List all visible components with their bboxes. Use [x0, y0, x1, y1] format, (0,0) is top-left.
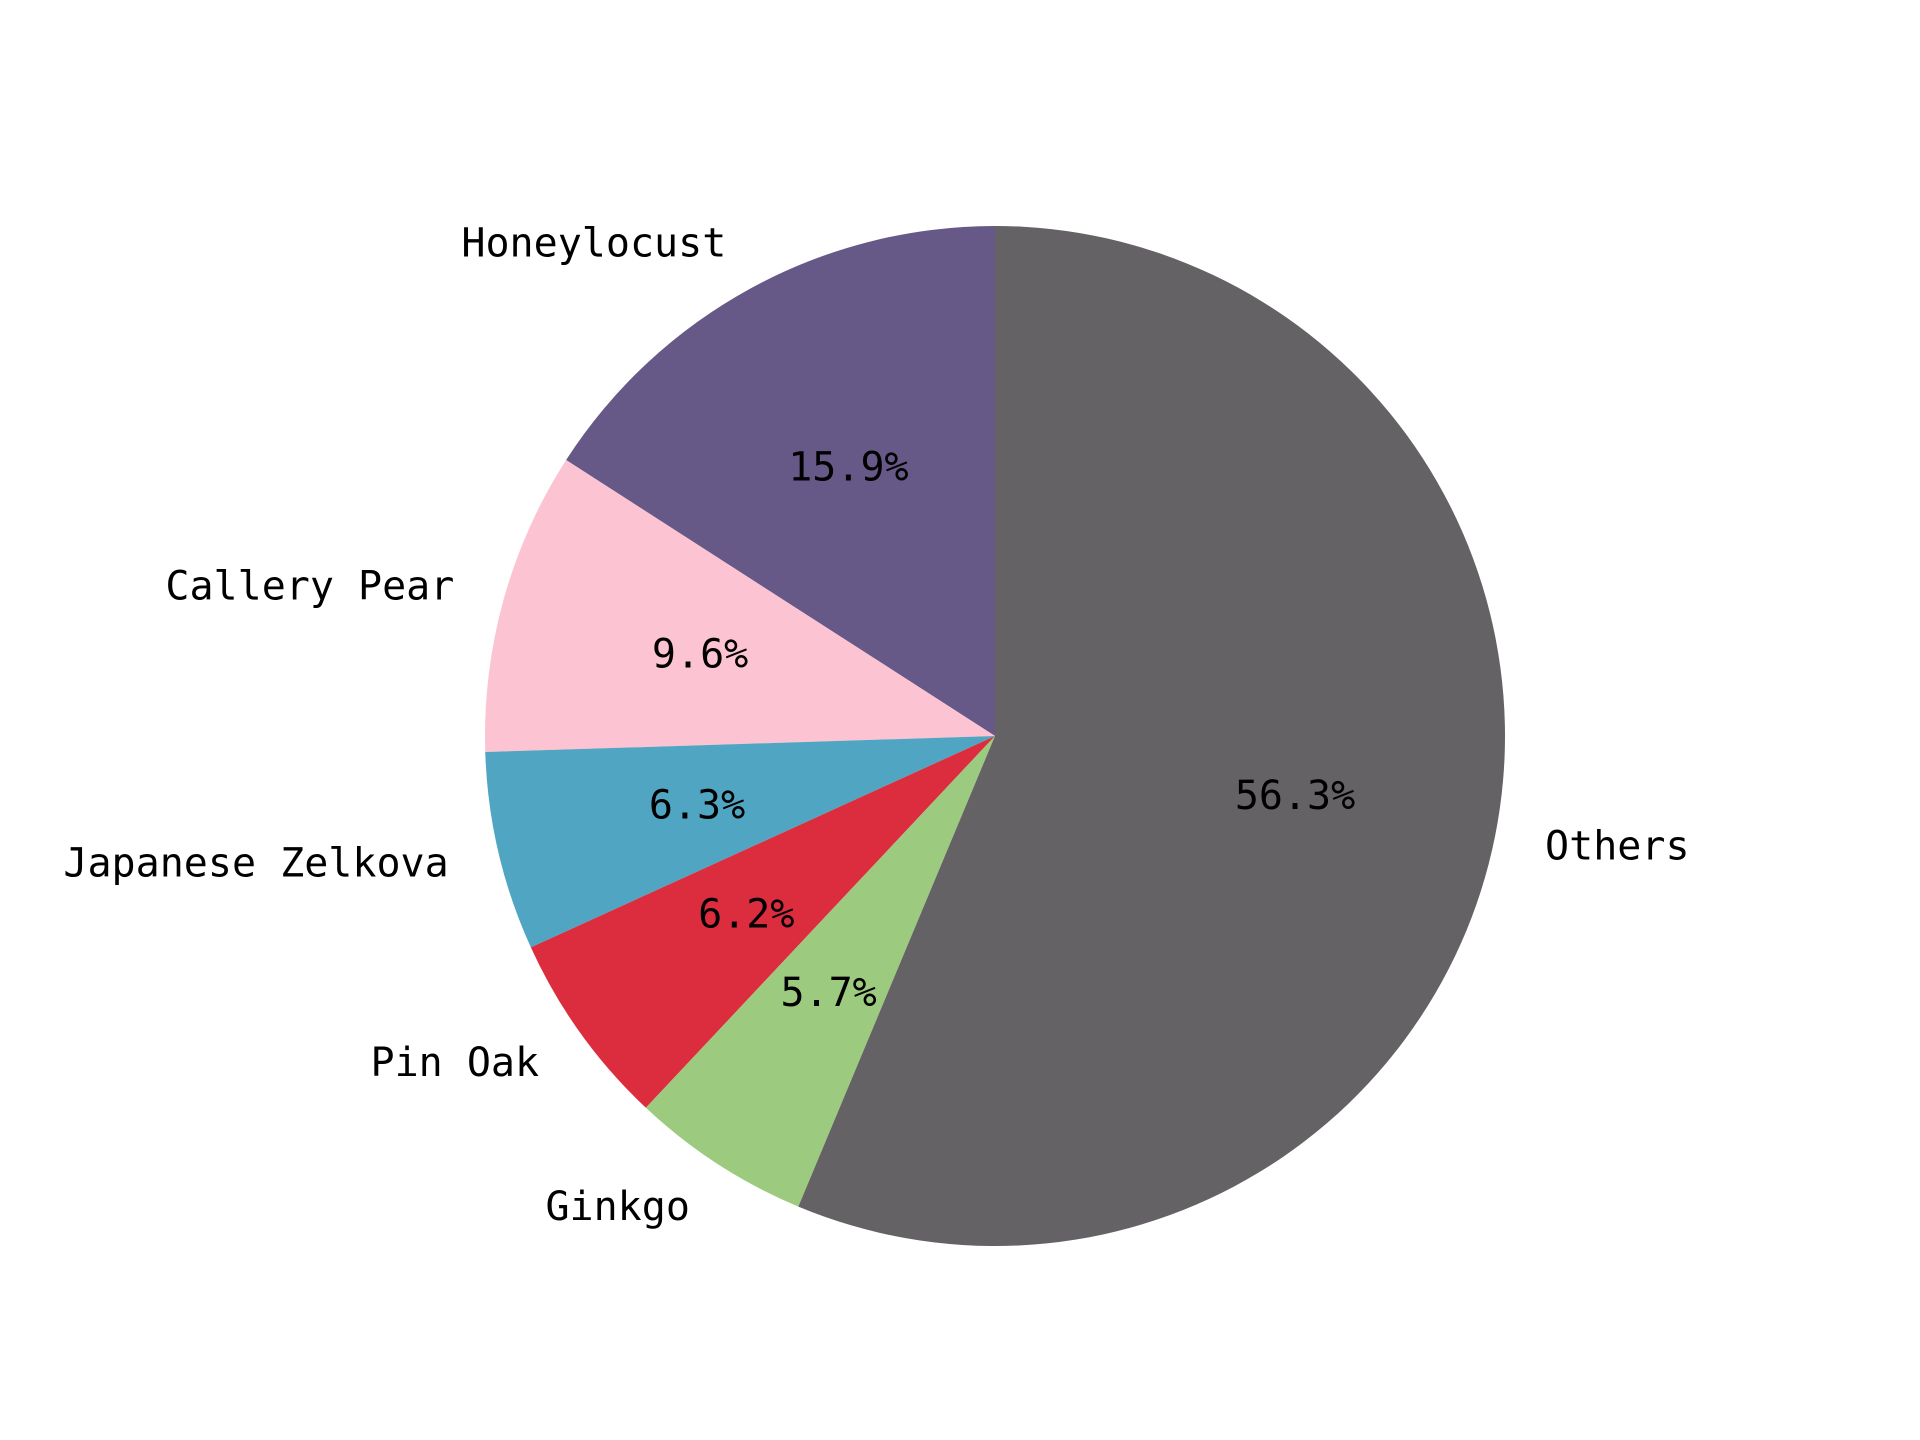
slice-percent-others: 56.3%: [1235, 773, 1355, 819]
pie-slice-callery-pear: [485, 460, 995, 753]
slice-label-callery-pear: Callery Pear: [165, 563, 454, 609]
pie-slice-japanese-zelkova: [485, 736, 995, 948]
pie-slice-honeylocust: [566, 226, 995, 736]
slice-percent-ginkgo: 5.7%: [780, 970, 876, 1016]
slice-percent-pin-oak: 6.2%: [698, 891, 794, 937]
slice-percent-honeylocust: 15.9%: [788, 444, 908, 490]
slice-label-honeylocust: Honeylocust: [461, 221, 726, 267]
pie-slice-others: [798, 226, 1505, 1246]
slice-percent-japanese-zelkova: 6.3%: [649, 783, 745, 829]
pie-slice-pin-oak: [530, 736, 995, 1108]
slice-label-others: Others: [1545, 823, 1690, 869]
slice-percent-callery-pear: 9.6%: [652, 631, 748, 677]
pie-slice-ginkgo: [645, 736, 995, 1207]
pie-wedges: [485, 226, 1505, 1246]
slice-label-japanese-zelkova: Japanese Zelkova: [63, 841, 448, 887]
slice-label-ginkgo: Ginkgo: [545, 1184, 690, 1230]
slice-label-pin-oak: Pin Oak: [371, 1040, 540, 1086]
pie-labels: Honeylocust 15.9% Callery Pear 9.6% Japanese…: [63, 221, 1689, 1230]
